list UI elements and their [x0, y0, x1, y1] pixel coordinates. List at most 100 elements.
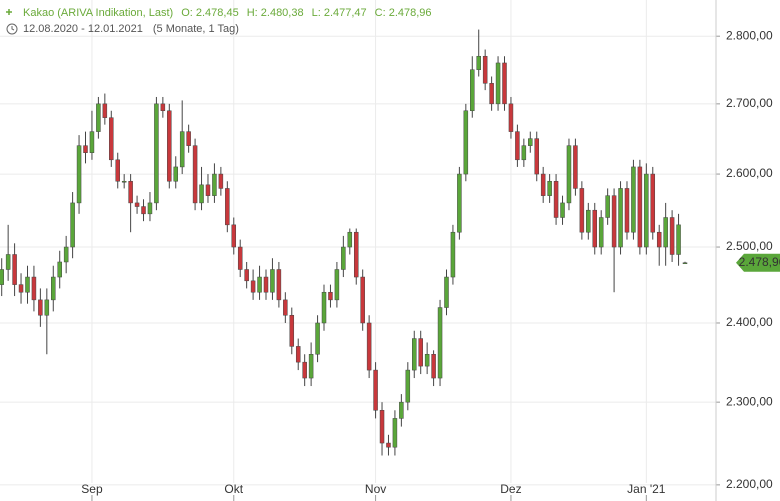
candle-body	[186, 131, 191, 146]
header: Kakao (ARIVA Indikation, Last) 12.08.202…	[6, 7, 173, 35]
candle-body	[508, 103, 514, 132]
candle-body	[457, 173, 462, 233]
candle-body	[379, 410, 385, 444]
candle-body	[167, 110, 172, 182]
candle-body	[470, 69, 475, 112]
candle-body	[495, 62, 501, 105]
period: (5 Monate, 1 Tag)	[153, 23, 239, 35]
candle-body	[192, 145, 198, 204]
candle-body	[573, 145, 578, 189]
candle-body	[128, 180, 133, 204]
candle-body	[270, 269, 275, 293]
candle-body	[592, 209, 598, 248]
candle-body	[392, 418, 398, 448]
candle-body	[308, 354, 314, 379]
candle-body	[579, 188, 585, 233]
move-icon	[6, 9, 12, 15]
candle-body	[605, 195, 610, 218]
ohlc-label: H: 2.480,38	[247, 7, 304, 19]
y-tick-label: 2.700,00	[726, 96, 773, 110]
candle-body	[57, 261, 62, 278]
candle-body	[302, 361, 307, 379]
candle-body	[360, 276, 365, 324]
candle-body	[650, 173, 656, 233]
candle-body	[341, 246, 346, 270]
candle-body	[83, 145, 88, 153]
candle-body	[347, 231, 353, 248]
candle-body	[70, 202, 75, 248]
candle-body	[244, 269, 249, 282]
candle-body	[366, 322, 372, 371]
candle-body	[141, 206, 146, 215]
y-tick-label: 2.500,00	[726, 239, 773, 253]
y-tick-label: 2.200,00	[726, 477, 773, 491]
candle-body	[534, 138, 539, 175]
candle-body	[373, 369, 378, 411]
candle-body	[237, 246, 243, 270]
last-price-tag	[736, 253, 780, 272]
candle-body	[412, 338, 417, 371]
x-tick-label: Okt	[224, 482, 243, 496]
candle-body	[566, 145, 572, 204]
x-tick-label: Nov	[365, 482, 386, 496]
candle-body	[44, 299, 50, 316]
candle-body	[598, 217, 604, 248]
candle-body	[663, 217, 668, 248]
candle-body	[321, 291, 327, 324]
candle-body	[179, 131, 185, 168]
candle-body	[553, 180, 559, 218]
candle-body	[295, 346, 301, 363]
x-tick-label: Dez	[500, 482, 521, 496]
candle-body	[154, 103, 159, 204]
candle-body	[489, 83, 494, 105]
x-tick-label: Jan '21	[627, 482, 666, 496]
candle-body	[263, 276, 269, 293]
title: Kakao (ARIVA Indikation, Last)	[23, 7, 173, 19]
candle-body	[212, 173, 217, 196]
candle-body	[444, 276, 449, 308]
last-price-label: 2.478,96	[739, 255, 780, 269]
candle-body	[173, 166, 178, 182]
candle-body	[160, 103, 166, 112]
candle-body	[515, 131, 520, 161]
candle-body	[231, 224, 237, 248]
x-tick-label: Sep	[81, 482, 103, 496]
candle-body	[121, 180, 127, 183]
candle-body	[386, 442, 391, 448]
candle-body	[399, 401, 404, 419]
y-tick-label: 2.800,00	[726, 28, 773, 42]
ohlc-label: O: 2.478,45	[181, 7, 239, 19]
clock-icon	[6, 23, 18, 35]
candle-body	[25, 276, 30, 293]
candle-body	[560, 202, 565, 218]
ohlc-label: C: 2.478,96	[375, 7, 432, 19]
candle-body	[147, 202, 153, 215]
candle-body	[431, 354, 436, 379]
candle-body	[528, 138, 533, 146]
candle-body	[218, 173, 224, 189]
candle-body	[682, 262, 688, 265]
candle-body	[96, 103, 101, 132]
candle-body	[424, 354, 430, 367]
candle-body	[644, 173, 649, 248]
candle-body	[637, 166, 643, 248]
candle-body	[502, 62, 507, 105]
candle-body	[521, 145, 527, 161]
candle-body	[76, 145, 82, 204]
candle-body	[334, 269, 340, 301]
candle-body	[199, 184, 204, 204]
candle-body	[463, 110, 469, 175]
candle-body	[250, 280, 256, 293]
candle-body	[624, 188, 630, 233]
candle-body	[51, 276, 56, 301]
candle-body	[225, 188, 230, 226]
candle-body	[315, 322, 320, 355]
candle-body	[5, 254, 11, 270]
candle-body	[328, 291, 333, 301]
candle-body	[618, 188, 623, 248]
candle-body	[31, 276, 37, 301]
y-tick-label: 2.600,00	[726, 166, 773, 180]
clock-hand	[11, 26, 15, 31]
candle-body	[437, 307, 443, 379]
